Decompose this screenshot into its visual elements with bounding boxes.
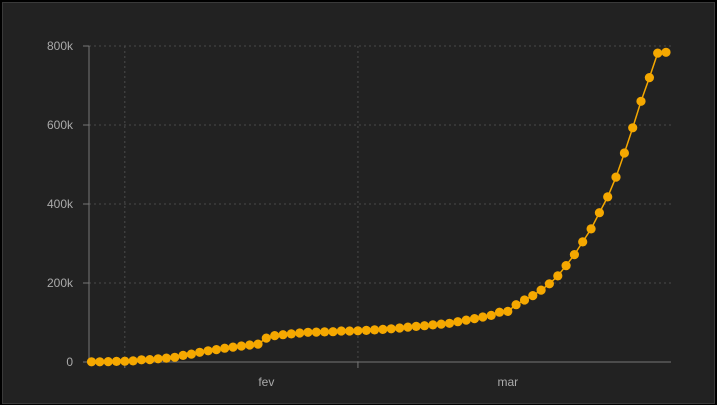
- series-confirmed: [86, 47, 671, 367]
- data-point: [511, 300, 521, 310]
- data-point: [411, 321, 421, 331]
- data-point: [295, 328, 305, 338]
- data-point: [469, 314, 480, 324]
- x-tick-label: mar: [497, 375, 518, 389]
- data-point: [395, 323, 405, 333]
- data-point: [95, 357, 105, 367]
- data-point: [578, 237, 588, 247]
- data-point: [328, 327, 338, 337]
- x-tick-label: fev: [258, 375, 274, 389]
- data-point: [220, 343, 230, 353]
- y-tick-label: 800k: [47, 39, 74, 53]
- data-point: [378, 324, 388, 334]
- data-point: [536, 285, 546, 295]
- data-point: [311, 327, 321, 337]
- y-tick-label: 400k: [47, 197, 74, 211]
- data-point: [636, 96, 646, 106]
- data-point: [553, 271, 563, 281]
- gridlines: [89, 45, 671, 362]
- axes: [83, 45, 671, 368]
- data-point: [594, 208, 605, 218]
- data-point: [611, 172, 621, 182]
- data-point: [136, 355, 147, 365]
- data-point: [519, 295, 530, 305]
- data-point: [186, 349, 196, 359]
- data-point: [253, 339, 263, 349]
- data-point: [320, 327, 330, 337]
- data-point: [653, 48, 663, 58]
- data-point: [161, 353, 171, 363]
- data-point: [444, 318, 455, 328]
- data-point: [170, 352, 180, 362]
- series-line: [91, 51, 667, 363]
- data-point: [544, 279, 555, 289]
- data-point: [386, 324, 396, 334]
- data-point: [353, 326, 363, 336]
- y-axis-labels: 0 200k 400k 600k 800k: [47, 39, 74, 369]
- data-point: [120, 356, 130, 366]
- data-point: [503, 306, 513, 316]
- data-point: [561, 261, 571, 271]
- data-point: [103, 357, 113, 367]
- data-point: [278, 330, 288, 340]
- data-point: [603, 192, 613, 202]
- data-point: [128, 356, 138, 366]
- data-point: [86, 357, 97, 367]
- data-point: [461, 315, 471, 325]
- data-point: [436, 319, 446, 329]
- y-tick-label: 600k: [47, 118, 74, 132]
- data-point: [361, 325, 371, 335]
- y-tick-label: 200k: [47, 276, 74, 290]
- data-point: [145, 355, 155, 365]
- data-point: [336, 326, 346, 336]
- data-point: [528, 291, 538, 301]
- data-point: [203, 346, 213, 356]
- data-point: [195, 347, 205, 357]
- data-point: [419, 321, 430, 331]
- data-point: [245, 340, 255, 350]
- data-point: [111, 356, 122, 366]
- data-point: [370, 325, 380, 335]
- data-point: [644, 73, 655, 83]
- data-point: [270, 331, 280, 341]
- data-point: [619, 148, 630, 158]
- data-point: [661, 47, 671, 57]
- data-point: [403, 322, 413, 332]
- data-point: [628, 123, 638, 133]
- data-point: [178, 350, 188, 360]
- data-point: [569, 250, 580, 260]
- data-point: [478, 312, 488, 322]
- data-point: [236, 341, 246, 351]
- data-point: [586, 224, 596, 234]
- data-point: [261, 333, 271, 343]
- line-chart: 0 200k 400k 600k 800k fev mar: [47, 39, 671, 389]
- data-point: [453, 317, 463, 327]
- data-point: [486, 310, 496, 320]
- data-point: [494, 307, 505, 317]
- x-axis-labels: fev mar: [258, 375, 518, 389]
- y-tick-label: 0: [66, 355, 73, 369]
- data-point: [153, 354, 163, 364]
- data-point: [428, 320, 438, 330]
- data-point: [211, 345, 221, 355]
- data-point: [286, 329, 296, 339]
- data-point: [303, 327, 313, 337]
- data-point: [228, 342, 238, 352]
- data-point: [345, 326, 355, 336]
